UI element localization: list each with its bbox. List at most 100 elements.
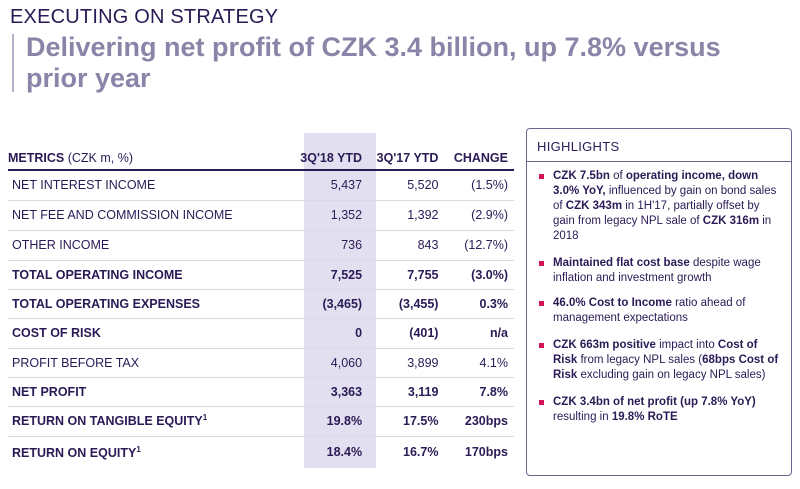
change-value: (3.0%) — [444, 260, 514, 290]
row-label: NET FEE AND COMMISSION INCOME — [8, 200, 292, 231]
highlight-text: in 1H'17, partially offset by gain from … — [553, 200, 760, 227]
highlight-text: from legacy NPL sales ( — [577, 354, 703, 366]
table-row: NET PROFIT 3,363 3,119 7.8% — [8, 377, 514, 407]
row-label: NET INTEREST INCOME — [8, 170, 292, 201]
row-label: NET PROFIT — [8, 377, 292, 407]
metrics-table: METRICS (CZK m, %) 3Q'18 YTD 3Q'17 YTD C… — [8, 133, 514, 468]
prior-value: 3,899 — [368, 348, 445, 378]
square-bullet-icon — [539, 400, 544, 405]
square-bullet-icon — [539, 301, 544, 306]
highlights-panel: HIGHLIGHTS CZK 7.5bn of operating income… — [526, 128, 792, 476]
row-label-text: RETURN ON TANGIBLE EQUITY — [12, 414, 203, 429]
highlight-text: despite wage inflation and investment gr… — [553, 257, 761, 284]
row-label: COST OF RISK — [8, 318, 292, 349]
highlight-item: 46.0% Cost to Income ratio ahead of mana… — [537, 296, 783, 326]
table-row: COST OF RISK 0 (401) n/a — [8, 318, 514, 349]
highlight-item: CZK 663m positive impact into Cost of Ri… — [537, 338, 783, 383]
prior-value: 3,119 — [368, 377, 445, 407]
current-value: 7,525 — [291, 260, 369, 290]
highlight-item: CZK 7.5bn of operating income, down 3.0%… — [537, 169, 783, 244]
highlight-text: in 2018 — [553, 215, 772, 242]
change-header: CHANGE — [444, 133, 514, 171]
prior-period-header: 3Q'17 YTD — [368, 133, 445, 171]
highlight-text: of — [609, 170, 626, 182]
change-value: 230bps — [444, 406, 514, 437]
change-value: (2.9%) — [444, 200, 514, 231]
table-row: RETURN ON EQUITY1 18.4% 16.7% 170bps — [8, 436, 514, 468]
highlight-text: impact into — [655, 339, 718, 351]
highlight-emphasis: operating income, down 3.0% YoY, — [553, 170, 759, 197]
prior-value: 17.5% — [368, 406, 445, 437]
table-row: TOTAL OPERATING INCOME 7,525 7,755 (3.0%) — [8, 260, 514, 290]
current-value: 1,352 — [291, 200, 369, 231]
current-period-header: 3Q'18 YTD — [291, 133, 369, 171]
square-bullet-icon — [539, 261, 544, 266]
metrics-column-header: METRICS (CZK m, %) — [8, 133, 292, 171]
square-bullet-icon — [539, 343, 544, 348]
row-label-text: OTHER INCOME — [12, 238, 110, 252]
row-label: PROFIT BEFORE TAX — [8, 348, 292, 378]
change-value: (1.5%) — [444, 170, 514, 201]
highlight-emphasis: CZK 3.4bn of net profit (up 7.8% YoY) — [553, 396, 756, 408]
current-value: (3,465) — [291, 289, 369, 319]
square-bullet-icon — [539, 174, 544, 179]
highlights-list: CZK 7.5bn of operating income, down 3.0%… — [537, 169, 783, 425]
row-label-text: COST OF RISK — [12, 326, 101, 340]
row-label-text: NET FEE AND COMMISSION INCOME — [12, 208, 233, 222]
row-label: RETURN ON EQUITY1 — [8, 436, 292, 468]
row-label: TOTAL OPERATING EXPENSES — [8, 289, 292, 319]
prior-value: 16.7% — [403, 445, 439, 460]
change-value: 7.8% — [444, 377, 514, 407]
highlight-item: Maintained flat cost base despite wage i… — [537, 256, 783, 286]
page-title: Delivering net profit of CZK 3.4 billion… — [26, 32, 721, 93]
highlight-emphasis: 46.0% Cost to Income — [553, 297, 672, 309]
highlight-text: excluding gain on legacy NPL sales) — [577, 369, 766, 381]
row-label-text: NET PROFIT — [12, 384, 87, 399]
highlight-text: ratio ahead of management expectations — [553, 297, 746, 324]
current-value: 0 — [291, 318, 369, 349]
prior-value: 843 — [368, 230, 445, 261]
prior-value: 5,520 — [368, 170, 445, 201]
current-value: 18.4% — [326, 445, 363, 460]
metrics-label: METRICS — [8, 151, 65, 165]
highlight-emphasis: CZK 7.5bn — [553, 170, 610, 182]
prior-value: (401) — [368, 318, 445, 349]
highlights-divider — [527, 161, 791, 162]
highlight-item: CZK 3.4bn of net profit (up 7.8% YoY) re… — [537, 395, 783, 425]
prior-value: (3,455) — [368, 289, 445, 319]
row-label: OTHER INCOME — [8, 230, 292, 261]
prior-value: 7,755 — [368, 260, 445, 290]
title-accent-bar — [12, 34, 14, 92]
highlight-emphasis: 19.8% RoTE — [611, 411, 678, 423]
metrics-unit: (CZK m, %) — [64, 151, 133, 165]
table-row: TOTAL OPERATING EXPENSES (3,465) (3,455) 0.… — [8, 289, 514, 319]
prior-value: 1,392 — [368, 200, 445, 231]
change-value: 170bps — [464, 445, 508, 460]
row-label-text: PROFIT BEFORE TAX — [12, 355, 140, 370]
highlight-emphasis: CZK 316m — [702, 215, 760, 227]
current-value: 3,363 — [291, 377, 369, 407]
current-value: 5,437 — [291, 170, 369, 201]
highlight-emphasis: 68bps Cost of Risk — [553, 354, 779, 381]
table-row: NET FEE AND COMMISSION INCOME 1,352 1,392(… — [8, 200, 514, 231]
row-label: TOTAL OPERATING INCOME — [8, 260, 292, 290]
row-label-text: TOTAL OPERATING INCOME — [12, 267, 183, 282]
footnote-marker: 1 — [202, 413, 208, 423]
highlight-emphasis: CZK 343m — [565, 200, 623, 212]
metrics-table-body: NET INTEREST INCOME 5,437 5,520 (1.5%) NET F… — [8, 170, 514, 468]
row-label-text: RETURN ON EQUITY — [12, 445, 137, 460]
row-label-text: TOTAL OPERATING EXPENSES — [12, 296, 200, 311]
current-value: 4,060 — [291, 348, 369, 378]
table-header-row: METRICS (CZK m, %) 3Q'18 YTD 3Q'17 YTD C… — [8, 133, 514, 171]
highlights-title: HIGHLIGHTS — [537, 139, 620, 154]
highlight-emphasis: Maintained flat cost base — [553, 257, 690, 269]
change-value: 0.3% — [444, 289, 514, 319]
metrics-table-container: METRICS (CZK m, %) 3Q'18 YTD 3Q'17 YTD C… — [8, 133, 514, 468]
row-label-text: NET INTEREST INCOME — [12, 178, 156, 193]
change-value: n/a — [444, 318, 514, 349]
table-row: RETURN ON TANGIBLE EQUITY1 19.8% 17.5% 230b… — [8, 406, 514, 437]
table-row: NET INTEREST INCOME 5,437 5,520 (1.5%) — [8, 170, 514, 201]
table-row: PROFIT BEFORE TAX 4,060 3,899 4.1% — [8, 348, 514, 378]
highlight-text: influenced by gain on bond sales of — [553, 185, 777, 212]
table-row: OTHER INCOME 736 843 (12.7%) — [8, 230, 514, 261]
